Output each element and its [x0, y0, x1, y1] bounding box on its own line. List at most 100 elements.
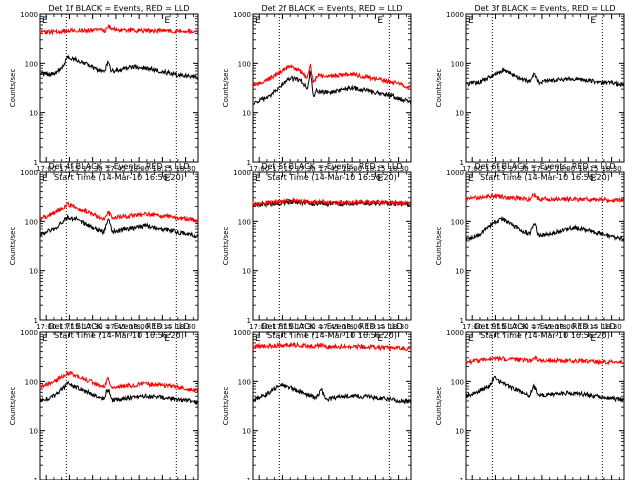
- y-tick-label: 10: [242, 268, 251, 276]
- x-tick-label: 17:45: [319, 323, 339, 331]
- subplot-2: Det 2f BLACK = Events, RED = LLD 1 10 100 10…: [222, 4, 412, 182]
- x-tick-label: 17:30: [83, 165, 103, 173]
- x-tick-label: 18:15: [152, 165, 172, 173]
- plot-frame: [252, 171, 412, 321]
- y-tick-label: 1: [460, 159, 464, 167]
- y-axis-label: Counts/sec: [9, 387, 17, 426]
- y-tick-label: 100: [451, 218, 464, 226]
- series-line-red: [39, 24, 199, 36]
- x-tick-label: 17:30: [296, 323, 316, 331]
- y-tick-label: 10: [455, 110, 464, 118]
- plot-frame: [39, 13, 199, 163]
- x-tick-label: 18:30: [602, 165, 622, 173]
- plot-title: Det 6f BLACK = Events, RED = LLD: [474, 162, 615, 171]
- x-tick-label: 17:00: [249, 323, 269, 331]
- event-marker-label: E: [468, 16, 474, 26]
- y-tick-label: 1000: [233, 11, 251, 19]
- series-line-black: [465, 375, 625, 404]
- y-tick-label: 1000: [20, 11, 38, 19]
- plot-title: Det 7f BLACK = Events, RED = LLD: [48, 322, 189, 331]
- series-line-black: [252, 382, 412, 405]
- y-tick-label: 1000: [20, 169, 38, 177]
- x-tick-label: 18:00: [555, 165, 575, 173]
- x-tick-label: 17:30: [296, 165, 316, 173]
- event-marker-label: E: [468, 334, 474, 344]
- x-tick-label: 18:00: [342, 323, 362, 331]
- plot-frame: [252, 331, 412, 480]
- x-tick-label: 18:30: [389, 165, 409, 173]
- series-line-black: [39, 380, 199, 406]
- y-tick-label: 100: [25, 378, 38, 386]
- series-line-red: [252, 341, 412, 352]
- x-tick-label: 17:45: [106, 323, 126, 331]
- x-tick-label: 18:30: [389, 323, 409, 331]
- y-axis-label: Counts/sec: [9, 227, 17, 266]
- subplot-9: Det 9f BLACK = Events, RED = LLD 1 10 100 10…: [435, 322, 625, 480]
- plot-title: Det 8f BLACK = Events, RED = LLD: [261, 322, 402, 331]
- y-tick-label: 1000: [446, 169, 464, 177]
- y-tick-label: 10: [242, 428, 251, 436]
- x-tick-label: 17:45: [532, 165, 552, 173]
- plot-title: Det 9f BLACK = Events, RED = LLD: [474, 322, 615, 331]
- event-marker-label: E: [377, 174, 383, 184]
- x-tick-label: 17:00: [462, 323, 482, 331]
- event-marker-label: E: [377, 16, 383, 26]
- event-marker-label: E: [590, 16, 596, 26]
- x-axis-label: Start Time (14-Mar-10 16:56:20): [54, 173, 184, 182]
- y-tick-label: 10: [242, 110, 251, 118]
- y-tick-label: 100: [25, 218, 38, 226]
- y-axis-label: Counts/sec: [435, 227, 443, 266]
- plot-frame: [465, 171, 625, 321]
- y-tick-label: 100: [238, 378, 251, 386]
- plot-frame: [465, 331, 625, 480]
- series-line-black: [39, 214, 199, 239]
- series-line-black: [465, 67, 625, 88]
- x-tick-label: 18:00: [129, 323, 149, 331]
- y-tick-label: 1000: [233, 329, 251, 337]
- x-tick-label: 18:15: [578, 323, 598, 331]
- event-marker-label: E: [590, 334, 596, 344]
- y-tick-label: 100: [451, 60, 464, 68]
- x-tick-label: 18:00: [342, 165, 362, 173]
- x-tick-label: 17:15: [272, 165, 292, 173]
- event-marker-label: E: [42, 334, 48, 344]
- y-tick-label: 1000: [446, 329, 464, 337]
- series-line-red: [252, 63, 412, 91]
- y-tick-label: 1: [460, 477, 464, 480]
- event-marker-label: E: [42, 16, 48, 26]
- x-tick-label: 18:15: [365, 165, 385, 173]
- plot-frame: [39, 171, 199, 321]
- y-tick-label: 1000: [233, 169, 251, 177]
- y-tick-label: 1000: [20, 329, 38, 337]
- subplot-3: Det 3f BLACK = Events, RED = LLD 1 10 100 10…: [435, 4, 625, 182]
- series-line-red: [252, 197, 412, 207]
- x-tick-label: 17:15: [485, 165, 505, 173]
- series-line-black: [39, 54, 199, 80]
- y-tick-label: 10: [29, 428, 38, 436]
- event-marker-label: E: [164, 334, 170, 344]
- x-axis-label: Start Time (14-Mar-10 16:56:20): [480, 331, 610, 340]
- event-marker-label: E: [255, 334, 261, 344]
- y-axis-label: Counts/sec: [222, 387, 230, 426]
- y-tick-label: 100: [451, 378, 464, 386]
- x-tick-label: 17:00: [249, 165, 269, 173]
- y-tick-label: 1: [34, 317, 38, 325]
- subplot-4: Det 4f BLACK = Events, RED = LLD 1 10 100 10…: [9, 162, 199, 340]
- series-line-black: [252, 69, 412, 105]
- y-tick-label: 100: [25, 60, 38, 68]
- subplot-5: Det 5f BLACK = Events, RED = LLD 1 10 100 10…: [222, 162, 412, 340]
- subplot-1: Det 1f BLACK = Events, RED = LLD 1 10 100 10…: [9, 4, 199, 182]
- x-tick-label: 18:30: [176, 165, 196, 173]
- event-marker-label: E: [255, 174, 261, 184]
- x-tick-label: 18:30: [176, 323, 196, 331]
- y-tick-label: 1: [247, 477, 251, 480]
- x-tick-label: 18:15: [365, 323, 385, 331]
- event-marker-label: E: [590, 174, 596, 184]
- y-tick-label: 10: [455, 268, 464, 276]
- y-tick-label: 1: [247, 159, 251, 167]
- x-tick-label: 18:15: [152, 323, 172, 331]
- plot-frame: [39, 331, 199, 480]
- y-axis-label: Counts/sec: [222, 69, 230, 108]
- x-axis-label: Start Time (14-Mar-10 16:56:20): [54, 331, 184, 340]
- plot-frame: [252, 13, 412, 163]
